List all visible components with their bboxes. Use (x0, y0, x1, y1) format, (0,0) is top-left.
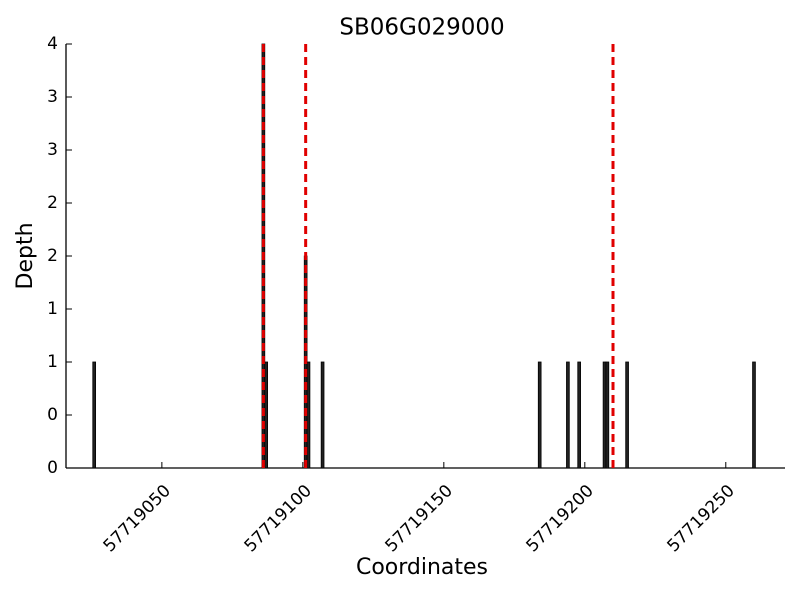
bar (537, 361, 542, 469)
bar (264, 361, 269, 469)
y-tick-label: 0 (47, 458, 58, 478)
y-axis-label: Depth (13, 222, 38, 289)
bar (602, 361, 607, 469)
y-tick-label: 0 (47, 405, 58, 425)
bar (566, 361, 570, 469)
y-tick-label: 2 (47, 246, 58, 266)
y-tick-label: 2 (47, 193, 58, 213)
bar (605, 361, 610, 469)
bar (577, 361, 581, 469)
bar (625, 361, 629, 469)
y-tick-label: 3 (47, 87, 58, 107)
y-tick-label: 1 (47, 299, 58, 319)
y-tick-label: 4 (47, 34, 58, 54)
bar (92, 361, 97, 469)
bar (320, 361, 325, 469)
chart-title: SB06G029000 (339, 15, 504, 41)
y-tick-label: 3 (47, 140, 58, 160)
x-axis-label: Coordinates (356, 555, 488, 580)
y-tick-label: 1 (47, 352, 58, 372)
bar (752, 361, 756, 469)
bar (306, 361, 311, 469)
